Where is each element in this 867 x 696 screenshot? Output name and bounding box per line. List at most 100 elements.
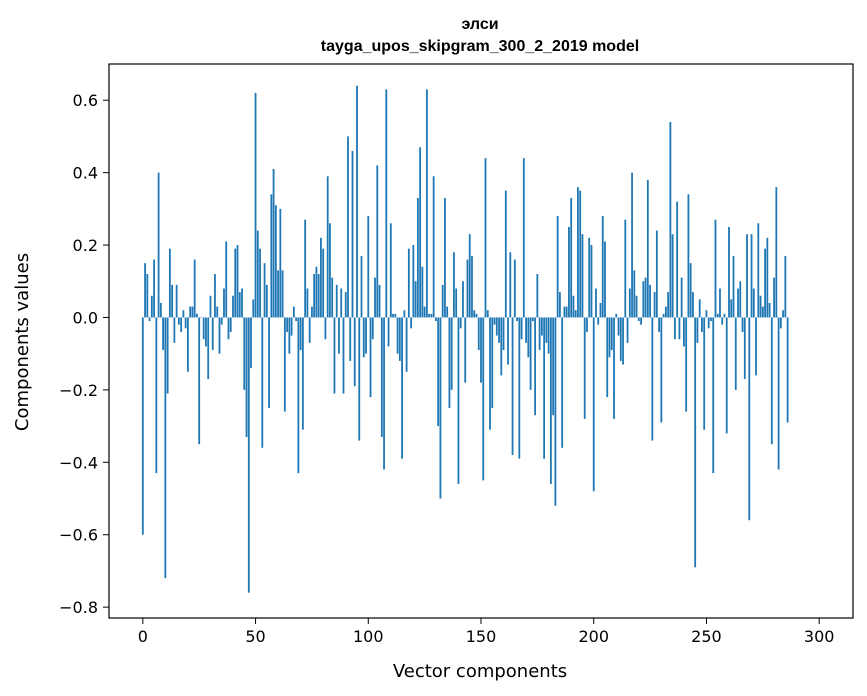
- y-axis-ticks: −0.8 −0.6 −0.4 −0.2 0.0 0.2 0.4 0.6: [59, 91, 109, 617]
- bar-component-56: [268, 317, 270, 408]
- bar-component-146: [471, 255, 473, 318]
- bar-component-103: [374, 277, 376, 318]
- bar-component-239: [680, 277, 683, 318]
- bar-component-164: [511, 317, 514, 456]
- bar-component-121: [414, 281, 417, 318]
- bar-component-207: [608, 317, 611, 358]
- bar-component-257: [721, 317, 724, 325]
- bar-component-231: [662, 313, 665, 318]
- bar-component-4: [150, 295, 153, 318]
- bar-component-279: [770, 317, 773, 445]
- bar-component-140: [457, 317, 460, 485]
- bar-component-114: [398, 317, 401, 361]
- bar-component-115: [401, 317, 403, 459]
- bar-component-85: [333, 317, 336, 394]
- bar-component-165: [513, 259, 516, 318]
- bar-component-276: [764, 248, 766, 318]
- bar-component-222: [642, 281, 645, 318]
- bar-component-185: [559, 292, 561, 318]
- bar-component-157: [495, 317, 498, 336]
- bar-component-221: [640, 317, 642, 325]
- bar-component-142: [462, 281, 464, 318]
- x-axis-ticks: 0 50 100 150 200 250 300: [138, 618, 834, 646]
- bar-component-167: [518, 317, 521, 459]
- bar-component-175: [536, 274, 539, 318]
- bar-component-107: [383, 317, 385, 470]
- bar-component-168: [520, 317, 523, 340]
- bar-component-263: [734, 317, 737, 390]
- bar-component-274: [759, 295, 762, 318]
- bar-component-74: [308, 317, 311, 343]
- bar-component-5: [153, 259, 155, 318]
- bar-component-151: [482, 317, 485, 481]
- bar-component-181: [549, 317, 552, 485]
- bar-component-94: [353, 317, 356, 387]
- bar-component-91: [347, 136, 349, 318]
- bar-component-188: [565, 306, 568, 318]
- bar-component-130: [435, 317, 437, 322]
- bar-component-136: [448, 317, 451, 408]
- bar-component-67: [292, 306, 295, 318]
- bar-component-138: [453, 252, 455, 318]
- bar-component-29: [207, 317, 210, 380]
- bar-component-273: [757, 223, 760, 318]
- x-axis-label: Vector components: [393, 661, 567, 682]
- bar-component-258: [723, 313, 726, 318]
- bar-component-226: [651, 317, 654, 441]
- bar-component-119: [410, 317, 413, 329]
- bar-component-145: [468, 234, 471, 318]
- bar-component-283: [779, 317, 782, 329]
- bar-component-250: [705, 310, 708, 318]
- x-tick-label: 50: [245, 627, 265, 646]
- bar-component-249: [703, 317, 706, 430]
- bar-component-210: [615, 313, 618, 318]
- bar-component-182: [552, 317, 555, 416]
- bar-component-143: [464, 317, 467, 383]
- bar-component-112: [394, 313, 397, 318]
- bar-component-148: [475, 313, 478, 318]
- bar-component-275: [761, 306, 764, 318]
- bar-component-149: [477, 317, 480, 351]
- bar-component-214: [624, 219, 627, 318]
- bar-component-53: [261, 317, 264, 448]
- y-tick-label: 0.6: [73, 91, 98, 110]
- bar-component-99: [365, 317, 367, 354]
- bar-component-255: [716, 313, 719, 318]
- bar-component-174: [534, 317, 537, 416]
- bar-component-154: [489, 317, 491, 430]
- bar-component-177: [540, 317, 543, 336]
- bar-component-48: [250, 317, 252, 369]
- bar-component-73: [306, 288, 309, 318]
- bar-component-184: [556, 216, 559, 318]
- bar-component-120: [412, 245, 415, 318]
- bar-component-8: [159, 302, 162, 318]
- bar-component-126: [425, 89, 428, 318]
- bar-component-57: [270, 194, 273, 318]
- bar-component-81: [324, 317, 327, 340]
- y-tick-label: 0.0: [73, 308, 98, 327]
- bar-component-105: [378, 284, 381, 318]
- bar-component-65: [288, 317, 291, 354]
- bar-component-118: [407, 248, 410, 318]
- bar-component-193: [577, 187, 579, 318]
- bar-component-106: [380, 317, 383, 437]
- bar-component-10: [164, 317, 167, 579]
- bar-component-79: [320, 237, 322, 318]
- bar-component-96: [358, 317, 361, 441]
- bar-component-152: [484, 158, 487, 318]
- bar-component-43: [238, 292, 241, 318]
- bar-component-262: [732, 255, 735, 318]
- bar-component-34: [218, 317, 221, 354]
- bar-component-64: [286, 317, 289, 332]
- bar-component-75: [311, 306, 313, 318]
- bar-component-23: [193, 259, 196, 318]
- bar-component-70: [299, 317, 302, 351]
- bar-component-87: [338, 317, 340, 354]
- bar-component-158: [498, 317, 500, 343]
- bar-component-137: [450, 317, 453, 390]
- bar-component-213: [622, 317, 624, 365]
- bar-component-180: [547, 317, 550, 354]
- bar-component-260: [728, 226, 730, 318]
- bar-component-63: [283, 317, 286, 412]
